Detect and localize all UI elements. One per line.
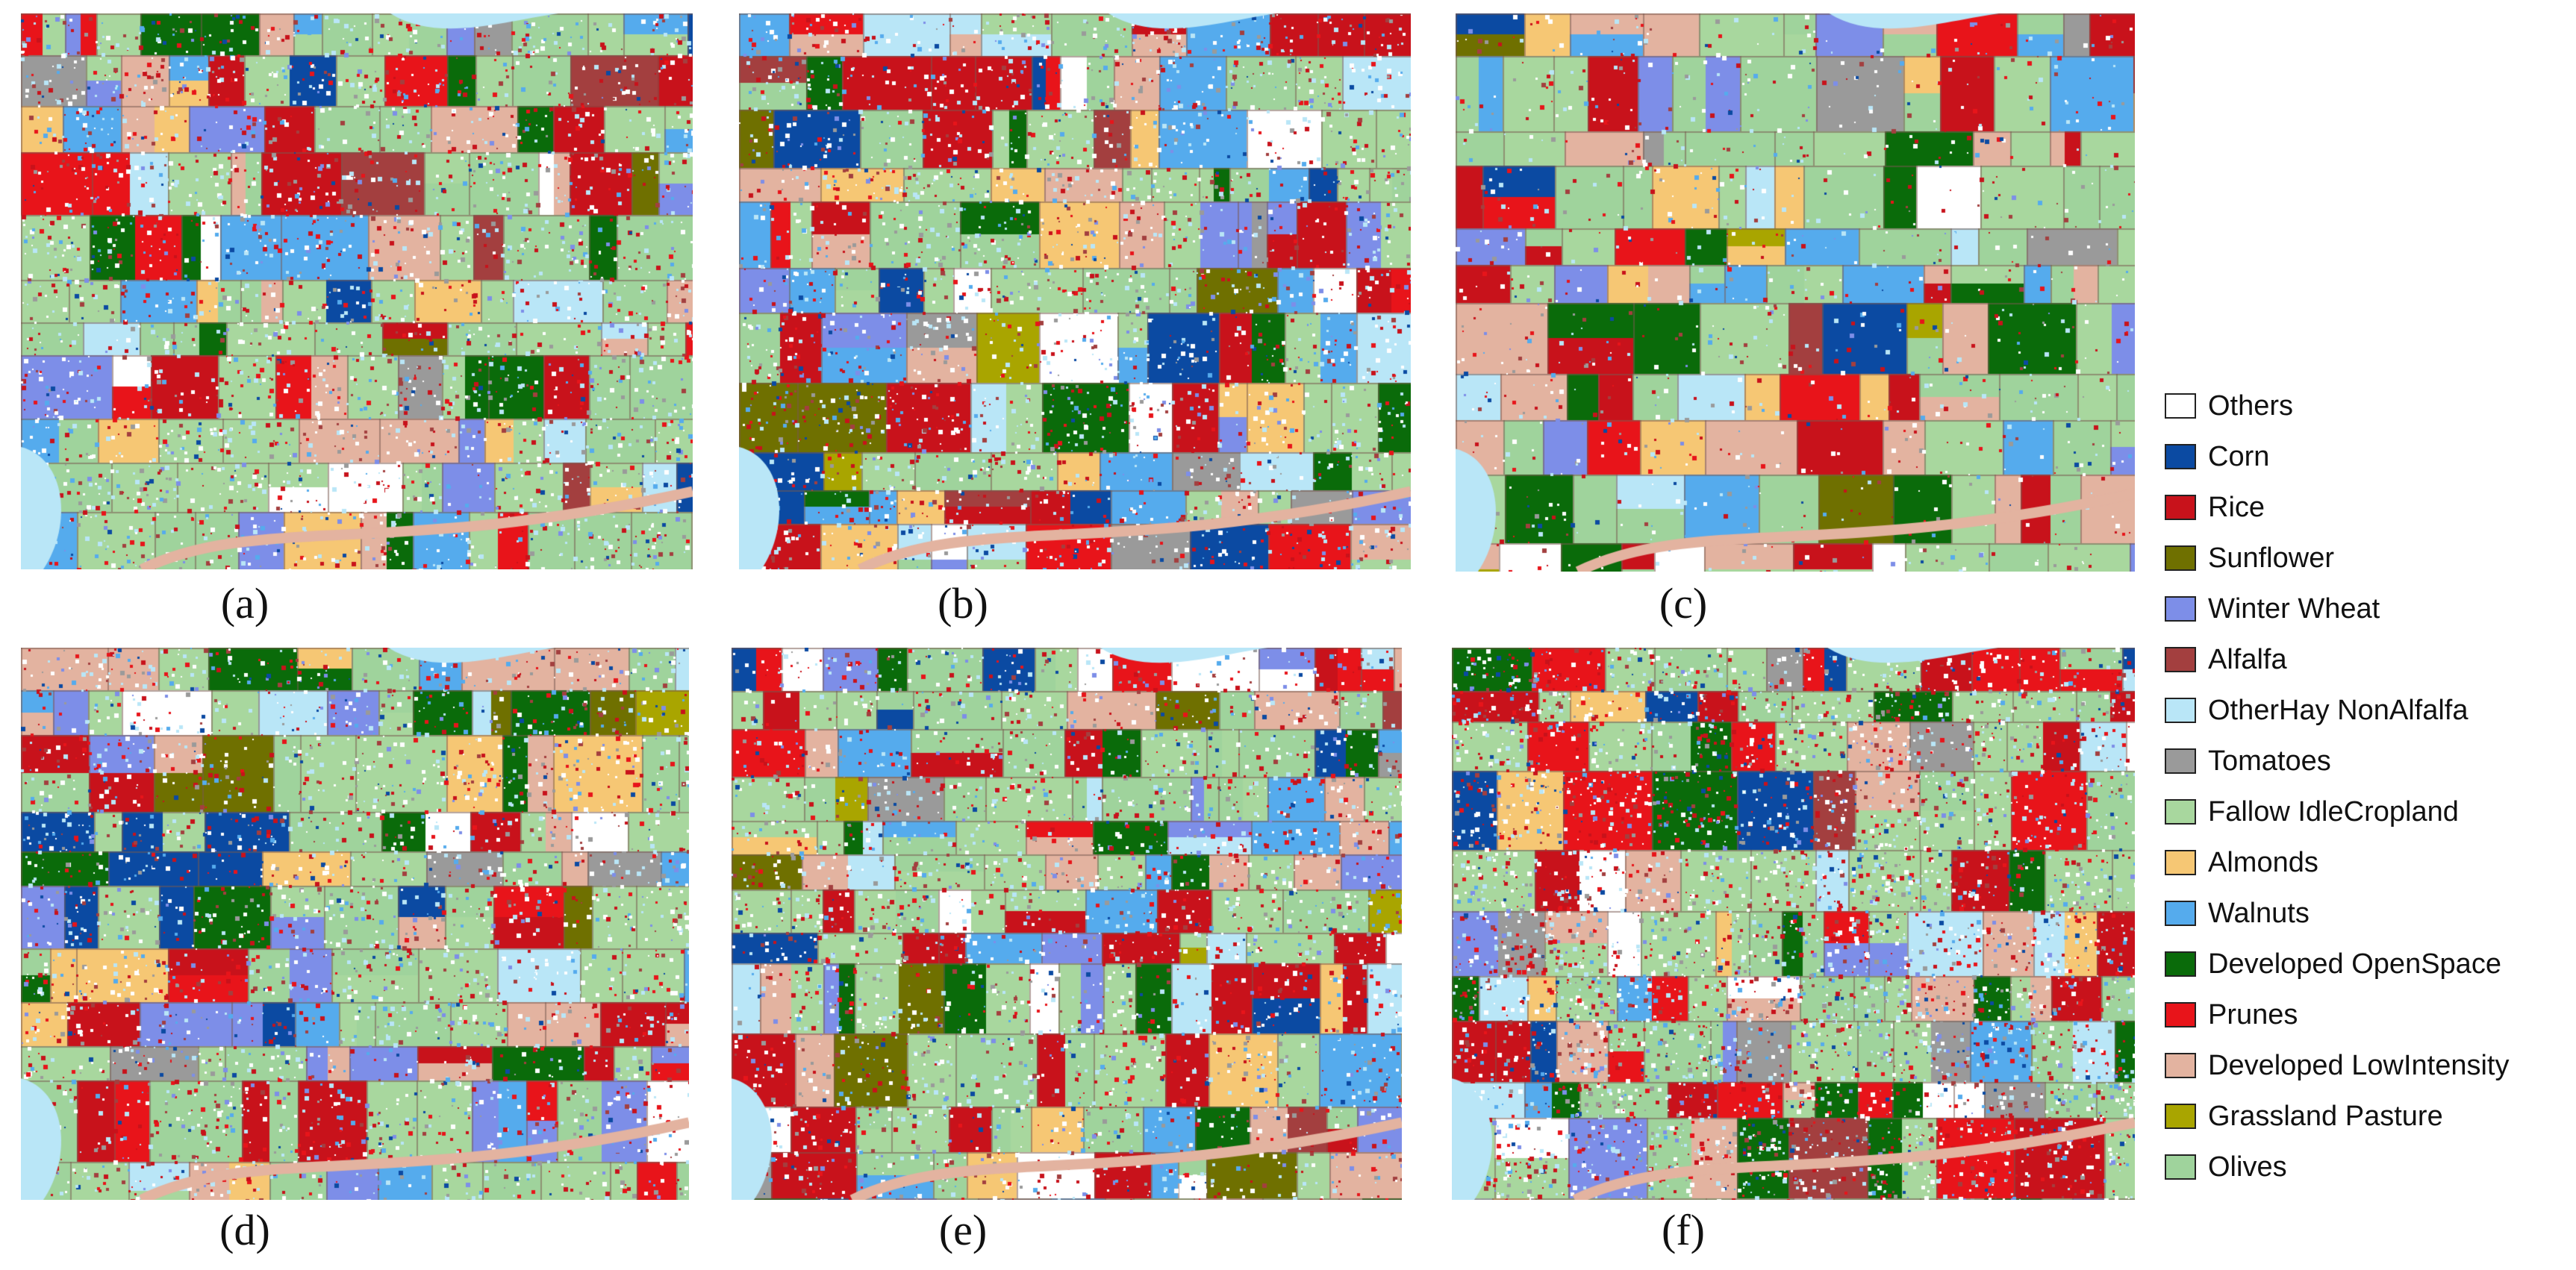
legend-label: Sunflower xyxy=(2208,542,2334,574)
legend-swatch xyxy=(2165,901,2196,926)
legend-label: OtherHay NonAlfalfa xyxy=(2208,694,2469,726)
legend-item: Prunes xyxy=(2165,989,2509,1040)
legend-swatch xyxy=(2165,596,2196,622)
legend-item: Developed LowIntensity xyxy=(2165,1040,2509,1091)
legend-label: Walnuts xyxy=(2208,897,2310,929)
legend-item: Others xyxy=(2165,381,2509,431)
classification-map-d xyxy=(21,648,689,1200)
legend-item: Grassland Pasture xyxy=(2165,1091,2509,1142)
legend-swatch xyxy=(2165,1053,2196,1078)
panel-label-a: (a) xyxy=(220,579,269,628)
legend-swatch xyxy=(2165,647,2196,672)
classification-map-f xyxy=(1452,648,2135,1200)
legend-label: Others xyxy=(2208,390,2294,422)
panel-label-d: (d) xyxy=(219,1206,270,1254)
panel-label-e: (e) xyxy=(938,1206,988,1254)
legend: Others Corn Rice Sunflower Winter Wheat Alfal… xyxy=(2165,381,2509,1192)
legend-label: Olives xyxy=(2208,1151,2287,1183)
classification-map-c xyxy=(1456,13,2135,572)
legend-item: Tomatoes xyxy=(2165,736,2509,786)
legend-swatch xyxy=(2165,799,2196,825)
legend-item: Olives xyxy=(2165,1142,2509,1192)
panel-label-f: (f) xyxy=(1662,1206,1705,1254)
legend-item: Almonds xyxy=(2165,837,2509,888)
legend-swatch xyxy=(2165,1104,2196,1129)
legend-label: Tomatoes xyxy=(2208,745,2331,777)
classification-map-e xyxy=(732,648,1402,1200)
legend-swatch xyxy=(2165,495,2196,520)
legend-item: Fallow IdleCropland xyxy=(2165,786,2509,837)
legend-swatch xyxy=(2165,748,2196,774)
legend-swatch xyxy=(2165,951,2196,977)
legend-swatch xyxy=(2165,698,2196,723)
legend-swatch xyxy=(2165,850,2196,875)
legend-label: Developed OpenSpace xyxy=(2208,948,2501,980)
legend-label: Winter Wheat xyxy=(2208,592,2380,625)
legend-label: Almonds xyxy=(2208,846,2318,878)
legend-item: Sunflower xyxy=(2165,533,2509,584)
legend-item: Walnuts xyxy=(2165,888,2509,939)
legend-item: Corn xyxy=(2165,431,2509,482)
panel-label-b: (b) xyxy=(938,579,988,628)
legend-label: Rice xyxy=(2208,491,2265,523)
legend-swatch xyxy=(2165,1154,2196,1180)
legend-item: Winter Wheat xyxy=(2165,584,2509,634)
legend-swatch xyxy=(2165,1002,2196,1027)
legend-label: Corn xyxy=(2208,440,2270,472)
legend-swatch xyxy=(2165,545,2196,571)
panel-label-c: (c) xyxy=(1659,579,1708,628)
legend-swatch xyxy=(2165,444,2196,469)
legend-item: Rice xyxy=(2165,482,2509,533)
legend-label: Fallow IdleCropland xyxy=(2208,795,2459,828)
legend-item: OtherHay NonAlfalfa xyxy=(2165,685,2509,736)
classification-map-b xyxy=(739,13,1411,569)
legend-label: Grassland Pasture xyxy=(2208,1100,2443,1132)
legend-label: Prunes xyxy=(2208,998,2298,1030)
legend-item: Developed OpenSpace xyxy=(2165,939,2509,989)
legend-label: Developed LowIntensity xyxy=(2208,1049,2510,1081)
classification-map-a xyxy=(21,13,693,569)
legend-item: Alfalfa xyxy=(2165,634,2509,685)
legend-label: Alfalfa xyxy=(2208,643,2287,675)
legend-swatch xyxy=(2165,393,2196,419)
